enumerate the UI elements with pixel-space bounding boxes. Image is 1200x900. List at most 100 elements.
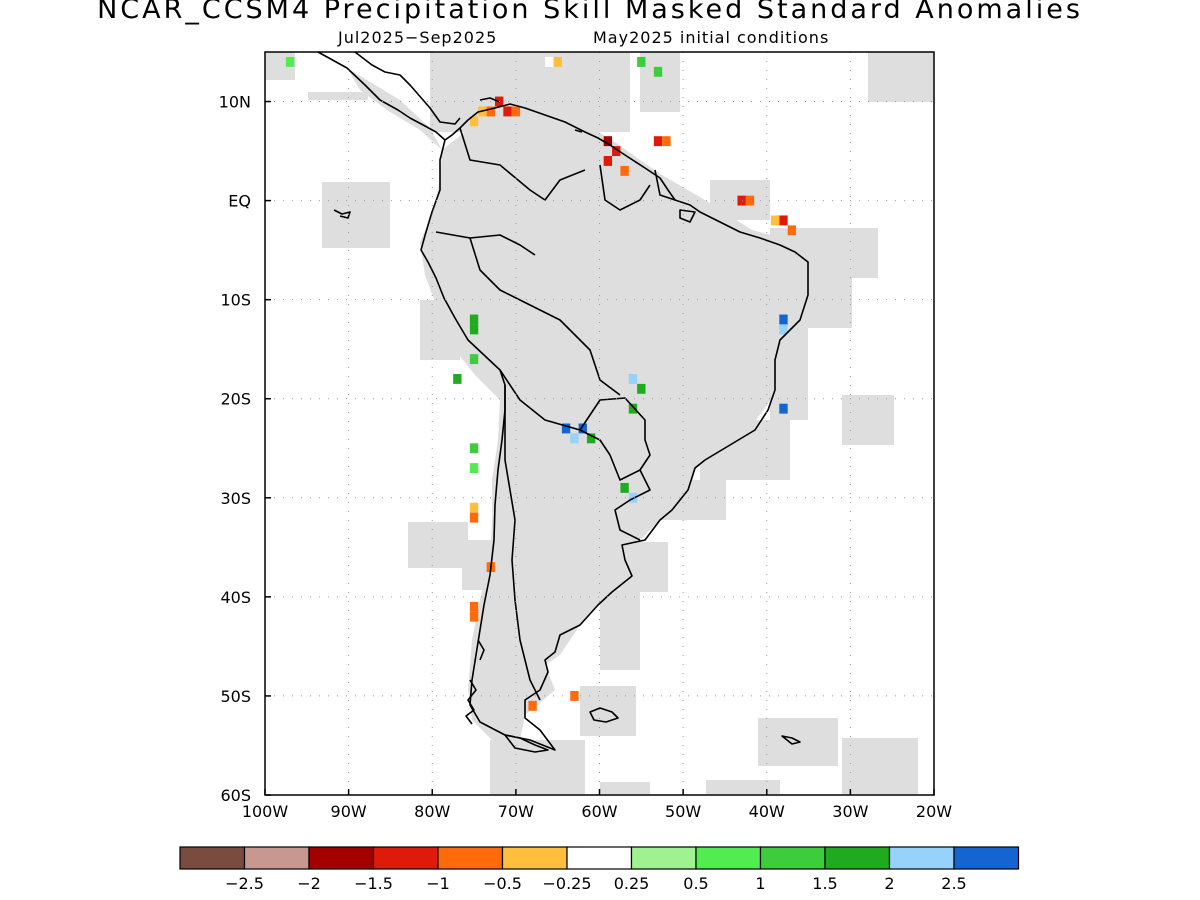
anomaly-cell — [603, 136, 613, 147]
colorbar-label: 1 — [755, 874, 765, 893]
colorbar-label: 2.5 — [941, 874, 966, 893]
colorbar-swatch — [501, 846, 568, 870]
anomaly-cell — [620, 165, 629, 176]
colorbar-label: 0.25 — [614, 874, 650, 893]
anomaly-cell — [637, 383, 646, 394]
colorbar-swatch — [759, 846, 826, 870]
central-america-coast — [354, 51, 461, 125]
axis-ticks: 100W 90W 80W 70W 60W 50W 40W 30W 20W 10N EQ 10S 20S 3… — [219, 93, 953, 821]
country-border — [469, 237, 621, 396]
anomaly-cell — [612, 146, 621, 157]
country-border — [599, 164, 651, 211]
island-falklands — [589, 707, 619, 723]
colorbar-swatch — [437, 846, 504, 870]
colorbar-label: −2 — [297, 874, 321, 893]
anomaly-cell — [737, 195, 746, 206]
anomaly-cell — [469, 463, 479, 474]
island-tierra-del-fuego — [504, 734, 549, 753]
anomaly-cell — [787, 225, 797, 236]
colorbar-swatch — [953, 846, 1020, 870]
anomaly-cell — [637, 56, 646, 67]
anomaly-cell — [469, 314, 479, 325]
anomaly-cell — [503, 106, 512, 117]
colorbar-swatch — [308, 846, 375, 870]
anomaly-cell — [553, 56, 562, 67]
x-tick-label: 30W — [832, 802, 868, 821]
anomaly-cell — [570, 433, 579, 444]
colorbar-swatch — [824, 846, 891, 870]
country-border — [504, 385, 541, 701]
mask-patch — [842, 395, 894, 445]
island-chiloe — [477, 639, 485, 661]
colorbar-swatch — [179, 846, 246, 870]
x-tick-label: 50W — [665, 802, 701, 821]
colorbar-swatch — [243, 846, 310, 870]
land-mask — [347, 68, 815, 750]
anomaly-cell — [653, 66, 663, 77]
colorbar-label: −1.5 — [354, 874, 393, 893]
x-tick-label: 90W — [331, 802, 367, 821]
anomaly-cell — [628, 403, 638, 414]
y-tick-label: 10S — [220, 291, 251, 310]
y-tick-label: 60S — [220, 786, 251, 805]
colorbar-label: −2.5 — [225, 874, 264, 893]
anomaly-cell — [745, 195, 755, 206]
anomaly-cell — [453, 373, 462, 384]
anomaly-cell — [561, 423, 571, 434]
island-south-georgia — [781, 735, 801, 745]
colorbar-label: −0.5 — [483, 874, 522, 893]
initial-conditions-subtitle: May2025 initial conditions — [593, 28, 830, 47]
anomaly-cell — [586, 433, 596, 444]
anomaly-cell — [578, 423, 587, 434]
anomaly-cell — [528, 700, 537, 711]
mask-patch — [408, 522, 468, 568]
colorbar-swatch — [372, 846, 439, 870]
anomaly-cell — [653, 136, 663, 147]
colorbar-label: 2 — [884, 874, 894, 893]
country-border — [614, 469, 651, 541]
anomaly-cell — [779, 324, 788, 335]
y-tick-label: 40S — [220, 588, 251, 607]
y-tick-label: 30S — [220, 489, 251, 508]
colorbar-label: −1 — [426, 874, 450, 893]
anomaly-cell — [486, 106, 495, 117]
country-border — [499, 369, 611, 456]
chile-archipelago — [465, 679, 477, 725]
x-tick-label: 40W — [749, 802, 785, 821]
y-tick-label: 10N — [219, 93, 251, 112]
anomaly-cell — [620, 482, 629, 493]
colorbar-swatch — [695, 846, 762, 870]
anomaly-cell — [285, 56, 295, 67]
x-tick-label: 80W — [414, 802, 450, 821]
skill-mask-layer — [265, 52, 934, 794]
anomaly-cell — [469, 601, 479, 612]
y-tick-label: EQ — [228, 192, 251, 211]
chart-title: NCAR_CCSM4 Precipitation Skill Masked St… — [97, 0, 1083, 25]
mask-patch — [706, 780, 780, 794]
anomaly-cell — [779, 215, 788, 226]
island-galapagos — [333, 209, 351, 219]
anomaly-cell — [662, 136, 671, 147]
y-tick-label: 20S — [220, 390, 251, 409]
mask-patch — [640, 52, 680, 112]
anomaly-cell — [469, 512, 479, 523]
country-border — [654, 169, 676, 201]
mask-patch — [842, 738, 918, 794]
x-tick-label: 100W — [242, 802, 289, 821]
country-border — [579, 397, 651, 481]
anomaly-cell — [469, 611, 479, 622]
anomaly-cell — [770, 215, 780, 226]
colorbar-swatch — [888, 846, 955, 870]
colorbar-label: 0.5 — [683, 874, 708, 893]
anomaly-cell — [779, 403, 788, 414]
anomaly-cell — [469, 116, 479, 127]
colorbar-label: −0.25 — [542, 874, 591, 893]
country-border — [459, 127, 586, 201]
y-tick-label: 50S — [220, 687, 251, 706]
anomaly-cell — [469, 354, 479, 365]
anomaly-cell — [628, 373, 638, 384]
island-marajo — [679, 209, 696, 223]
mask-patch — [600, 590, 640, 670]
central-america-coast — [317, 51, 446, 141]
